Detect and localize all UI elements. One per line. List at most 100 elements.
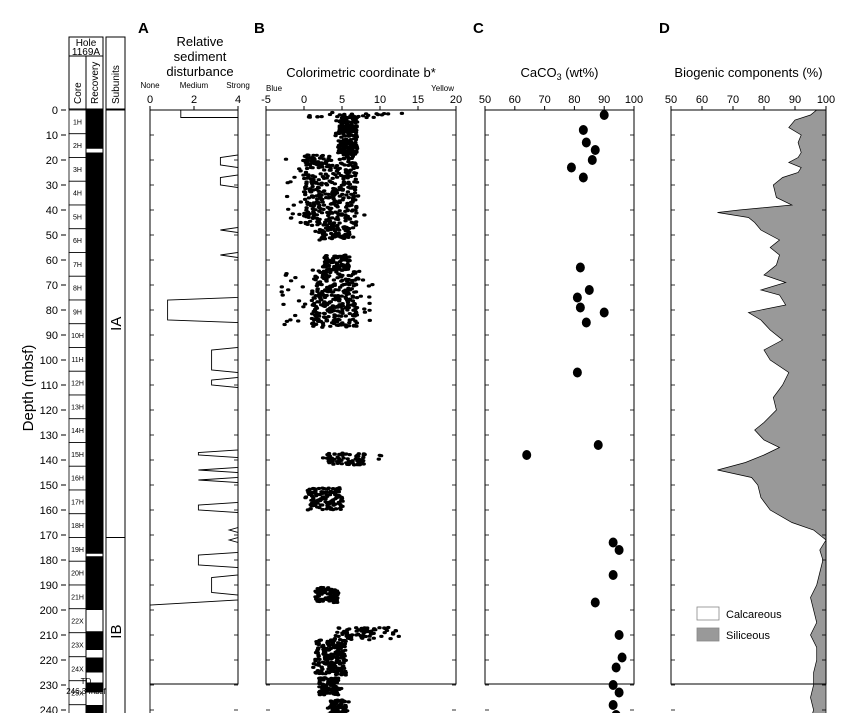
bstar-point xyxy=(344,264,349,268)
bstar-point xyxy=(350,186,355,190)
bstar-point xyxy=(325,494,330,498)
bstar-point xyxy=(329,180,335,185)
caco3-point xyxy=(611,710,621,713)
bstar-point xyxy=(314,200,320,204)
bstar-point xyxy=(334,659,340,663)
bstar-point xyxy=(303,184,309,188)
bstar-point xyxy=(347,283,352,287)
bstar-point xyxy=(315,197,320,201)
bstar-point xyxy=(324,279,329,283)
bstar-point xyxy=(351,235,356,239)
bstar-point xyxy=(360,278,366,282)
bstar-point xyxy=(331,655,336,659)
core-label: 14H xyxy=(71,428,84,435)
bstar-point xyxy=(325,453,330,457)
bstar-point xyxy=(362,307,367,311)
caco3-point xyxy=(584,285,594,295)
depth-tick-label: 170 xyxy=(40,530,58,542)
bstar-point xyxy=(348,168,353,172)
bstar-point xyxy=(330,163,335,167)
bstar-point xyxy=(346,230,351,234)
bstar-point xyxy=(319,665,324,669)
core-label: 17H xyxy=(71,499,84,506)
bstar-point xyxy=(313,229,318,233)
core-label: 4H xyxy=(73,191,82,198)
bstar-point xyxy=(314,642,320,646)
caco3-point xyxy=(581,317,591,328)
bstar-point xyxy=(335,672,340,676)
bstar-point xyxy=(316,186,321,190)
bstar-point xyxy=(320,321,326,325)
bstar-point xyxy=(309,501,315,505)
bstar-point xyxy=(336,314,342,318)
panel-c: C CaCO3 (wt%) 50 60 70 80 90 100 xyxy=(473,20,643,713)
bstar-point xyxy=(297,212,302,216)
bstar-point xyxy=(302,176,307,181)
bstar-point xyxy=(322,646,327,650)
depth-tick-label: 130 xyxy=(40,430,58,442)
bstar-point xyxy=(350,281,355,285)
bstar-point xyxy=(370,283,375,287)
bstar-point xyxy=(335,217,341,222)
bstar-point xyxy=(310,216,316,220)
bstar-point xyxy=(279,285,284,289)
bstar-point xyxy=(361,462,366,466)
core-label: 13H xyxy=(71,404,84,411)
core-label: 3H xyxy=(73,167,82,174)
bstar-point xyxy=(323,497,328,501)
bstar-point xyxy=(346,157,351,161)
bstar-point xyxy=(343,216,348,220)
bstar-point xyxy=(340,504,345,508)
bstar-point xyxy=(314,663,319,667)
bstar-point xyxy=(339,235,344,239)
x-tick-label: 90 xyxy=(598,94,610,106)
bstar-point xyxy=(349,192,354,196)
bstar-point xyxy=(326,309,331,313)
core-label: 8H xyxy=(73,286,82,293)
bstar-point xyxy=(354,626,359,630)
bstar-point xyxy=(393,629,399,633)
bstar-point xyxy=(318,172,323,176)
bstar-point xyxy=(338,186,343,190)
bstar-point xyxy=(354,629,359,633)
bstar-point xyxy=(320,292,325,296)
bstar-point xyxy=(325,218,330,223)
bstar-point xyxy=(317,311,322,315)
bstar-point xyxy=(309,498,314,502)
bstar-point xyxy=(328,705,333,709)
bstar-point xyxy=(338,668,344,672)
bstar-point xyxy=(326,226,332,230)
bstar-point xyxy=(335,630,340,634)
bstar-point xyxy=(347,318,353,322)
bstar-point xyxy=(362,310,368,314)
hole-label-line1: Hole xyxy=(76,38,97,49)
bstar-point xyxy=(313,274,318,278)
bstar-point xyxy=(353,121,358,125)
recovery-bar xyxy=(86,152,103,554)
bstar-point xyxy=(336,171,341,175)
bstar-point xyxy=(340,632,345,637)
bstar-point xyxy=(352,313,358,317)
core-label: 24X xyxy=(71,666,84,673)
bstar-point xyxy=(327,687,333,691)
bstar-point xyxy=(341,456,346,460)
bstar-point xyxy=(282,322,287,327)
caco3-point xyxy=(578,172,588,183)
depth-tick-label: 80 xyxy=(46,305,58,317)
bstar-point xyxy=(337,662,343,666)
depth-axis: Depth (mbsf) 0 10 20 30 40 50 60 70 80 90 100 110 12… xyxy=(20,105,66,713)
bstar-point xyxy=(337,157,342,161)
panel-frame xyxy=(670,109,827,685)
bstar-point xyxy=(313,657,318,662)
bstar-point xyxy=(339,462,344,466)
bstar-point xyxy=(316,318,321,322)
bstar-point xyxy=(320,197,325,201)
bstar-point xyxy=(328,306,333,310)
bstar-point xyxy=(326,213,331,218)
bstar-point xyxy=(339,710,344,713)
bstar-point xyxy=(317,195,323,199)
bstar-point xyxy=(319,303,324,307)
x-tick-label: 20 xyxy=(450,94,462,106)
bstar-point xyxy=(351,124,356,128)
bstar-point xyxy=(338,173,344,178)
